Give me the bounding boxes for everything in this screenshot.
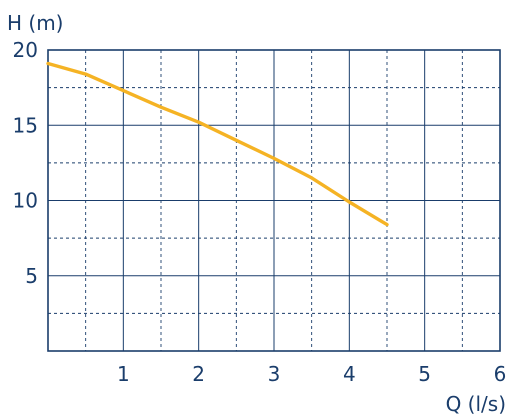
x-tick-labels: 1 2 3 4 5 6 [117, 362, 506, 386]
y-tick-label: 5 [25, 264, 38, 288]
y-tick-label: 15 [13, 113, 38, 137]
x-tick-label: 2 [192, 362, 205, 386]
x-tick-label: 1 [117, 362, 130, 386]
plot-frame [47, 49, 501, 352]
y-tick-label: 10 [13, 189, 38, 213]
grid [48, 50, 500, 351]
y-tick-labels: 5 10 15 20 [13, 38, 38, 288]
y-axis-label: H (m) [7, 11, 63, 35]
x-tick-label: 6 [494, 362, 507, 386]
x-axis-label: Q (l/s) [446, 392, 506, 414]
x-tick-label: 3 [268, 362, 281, 386]
series-line [46, 61, 389, 227]
y-tick-label: 20 [13, 38, 38, 62]
x-tick-label: 4 [343, 362, 356, 386]
series-group [46, 61, 389, 227]
x-tick-label: 5 [418, 362, 431, 386]
